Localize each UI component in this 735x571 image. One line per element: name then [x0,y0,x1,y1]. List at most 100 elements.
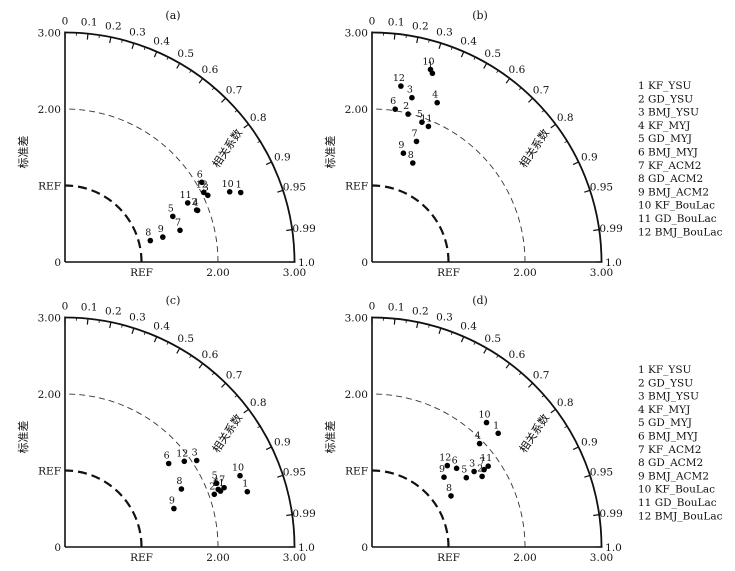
corr-tick-label: 1.0 [605,542,622,554]
corr-minor-tick [473,341,476,345]
data-point [419,119,425,125]
corr-minor-tick [121,324,123,328]
corr-tick [505,363,511,369]
corr-tick-label: 0.7 [226,370,243,382]
data-point-label: 7 [411,128,417,139]
y-tick-label: 3.00 [38,28,61,40]
corr-tick [153,336,158,343]
data-point [205,192,211,199]
data-point-label: 7 [219,475,225,486]
data-point-label: 5 [417,109,423,120]
data-point-label: 6 [390,96,396,107]
data-point [213,480,220,487]
data-point [413,138,420,145]
data-point [425,123,432,130]
corr-tick-label: 0.6 [509,349,526,361]
corr-tick [265,446,272,451]
data-point-label: 6 [452,455,458,466]
data-point-label: 2 [209,481,215,492]
corr-minor-tick [518,87,522,91]
corr-tick-label: 0.95 [590,467,613,479]
corr-tick-label: 0.6 [202,64,219,76]
corr-tick [438,42,442,49]
y-origin-label: 0 [361,542,368,554]
legend-item: 11 GD_BouLac [638,497,717,509]
corr-tick [131,327,135,334]
std-arc-2 [64,108,219,263]
corr-tick-label: 0.4 [460,36,477,48]
data-point [434,99,441,106]
data-point [398,83,404,89]
legend-item: 2 GD_YSU [638,93,693,105]
y-axis-title: 标准差 [323,421,337,454]
data-point-label: 5 [212,470,218,481]
data-point [177,227,183,234]
legend-item: 6 BMJ_MYJ [638,431,698,443]
data-point [409,94,415,101]
corr-minor-tick [518,372,522,376]
data-point-label: 9 [398,140,404,151]
corr-tick-label: 0 [62,301,69,313]
corr-tick-label: 0 [62,16,69,28]
y-origin-label: 0 [54,542,61,554]
corr-minor-tick [496,355,499,359]
legend-item: 1 KF_YSU [638,80,692,92]
data-point [244,488,251,495]
corr-tick-label: 0.95 [283,467,306,479]
corr-tick-label: 0.2 [105,305,122,317]
corr-tick [483,347,488,354]
taylor-panel: (a) 0 0.1 0.2 0.3 0.4 0.5 0.6 0.7 0.8 0.9 0.95 0.99 1… [16,9,316,279]
corr-tick-label: 0.99 [292,223,315,235]
legend-item: 12 BMJ_BouLac [638,510,723,522]
corr-tick-label: 0.6 [202,349,219,361]
y-ref-label: REF [38,466,61,478]
data-point [181,458,188,465]
corr-tick-label: 0.7 [533,370,550,382]
x-ref-label: REF [437,267,460,279]
data-point-label: 6 [197,169,203,180]
data-point [199,179,205,186]
x-ref-label: REF [130,552,153,564]
corr-tick-label: 0.1 [388,17,405,29]
data-point [217,488,224,494]
corr-tick-label: 0 [369,16,376,28]
data-point [201,189,207,196]
corr-tick [505,78,511,84]
data-point [479,473,485,480]
x-tick-label: 2.00 [513,267,536,279]
y-tick-label: 2.00 [345,104,368,116]
taylor-panel: (c) 0 0.1 0.2 0.3 0.4 0.5 0.6 0.7 0.8 0.9 0.95 0.99 1… [16,294,316,564]
corr-minor-tick [257,140,261,144]
corr-tick-label: 0.99 [599,508,622,520]
corr-tick-label: 0.1 [81,302,98,314]
corr-tick-label: 0.8 [250,112,267,124]
data-point [194,207,201,214]
y-ref-label: REF [345,466,368,478]
corr-tick-label: 0.5 [177,333,194,345]
corr-tick-label: 0 [369,301,376,313]
corr-tick [243,408,249,414]
outer-arc [371,316,603,548]
corr-tick-label: 0.9 [274,437,291,449]
corr-minor-tick [280,474,284,477]
corr-tick-label: 0.7 [533,85,550,97]
corr-tick-label: 0.4 [153,321,170,333]
y-ref-label: REF [345,181,368,193]
y-ref-label: REF [38,181,61,193]
data-point-label: 12 [393,73,405,84]
outer-arc [64,316,296,548]
ref-arc [64,184,143,263]
std-arc-2 [371,108,526,263]
corr-tick [528,97,534,103]
outer-arc [64,31,296,263]
data-point-label: 7 [175,217,181,228]
data-point-label: 1 [427,60,433,71]
corr-minor-tick [121,39,123,43]
data-point [221,484,227,491]
corr-tick-label: 0.3 [129,312,146,324]
corr-tick [393,33,396,40]
legend-item: 8 GD_ACM2 [638,173,703,185]
legend-item: 5 GD_MYJ [638,133,692,145]
corr-tick-label: 0.4 [460,321,477,333]
corr-tick [572,161,579,166]
